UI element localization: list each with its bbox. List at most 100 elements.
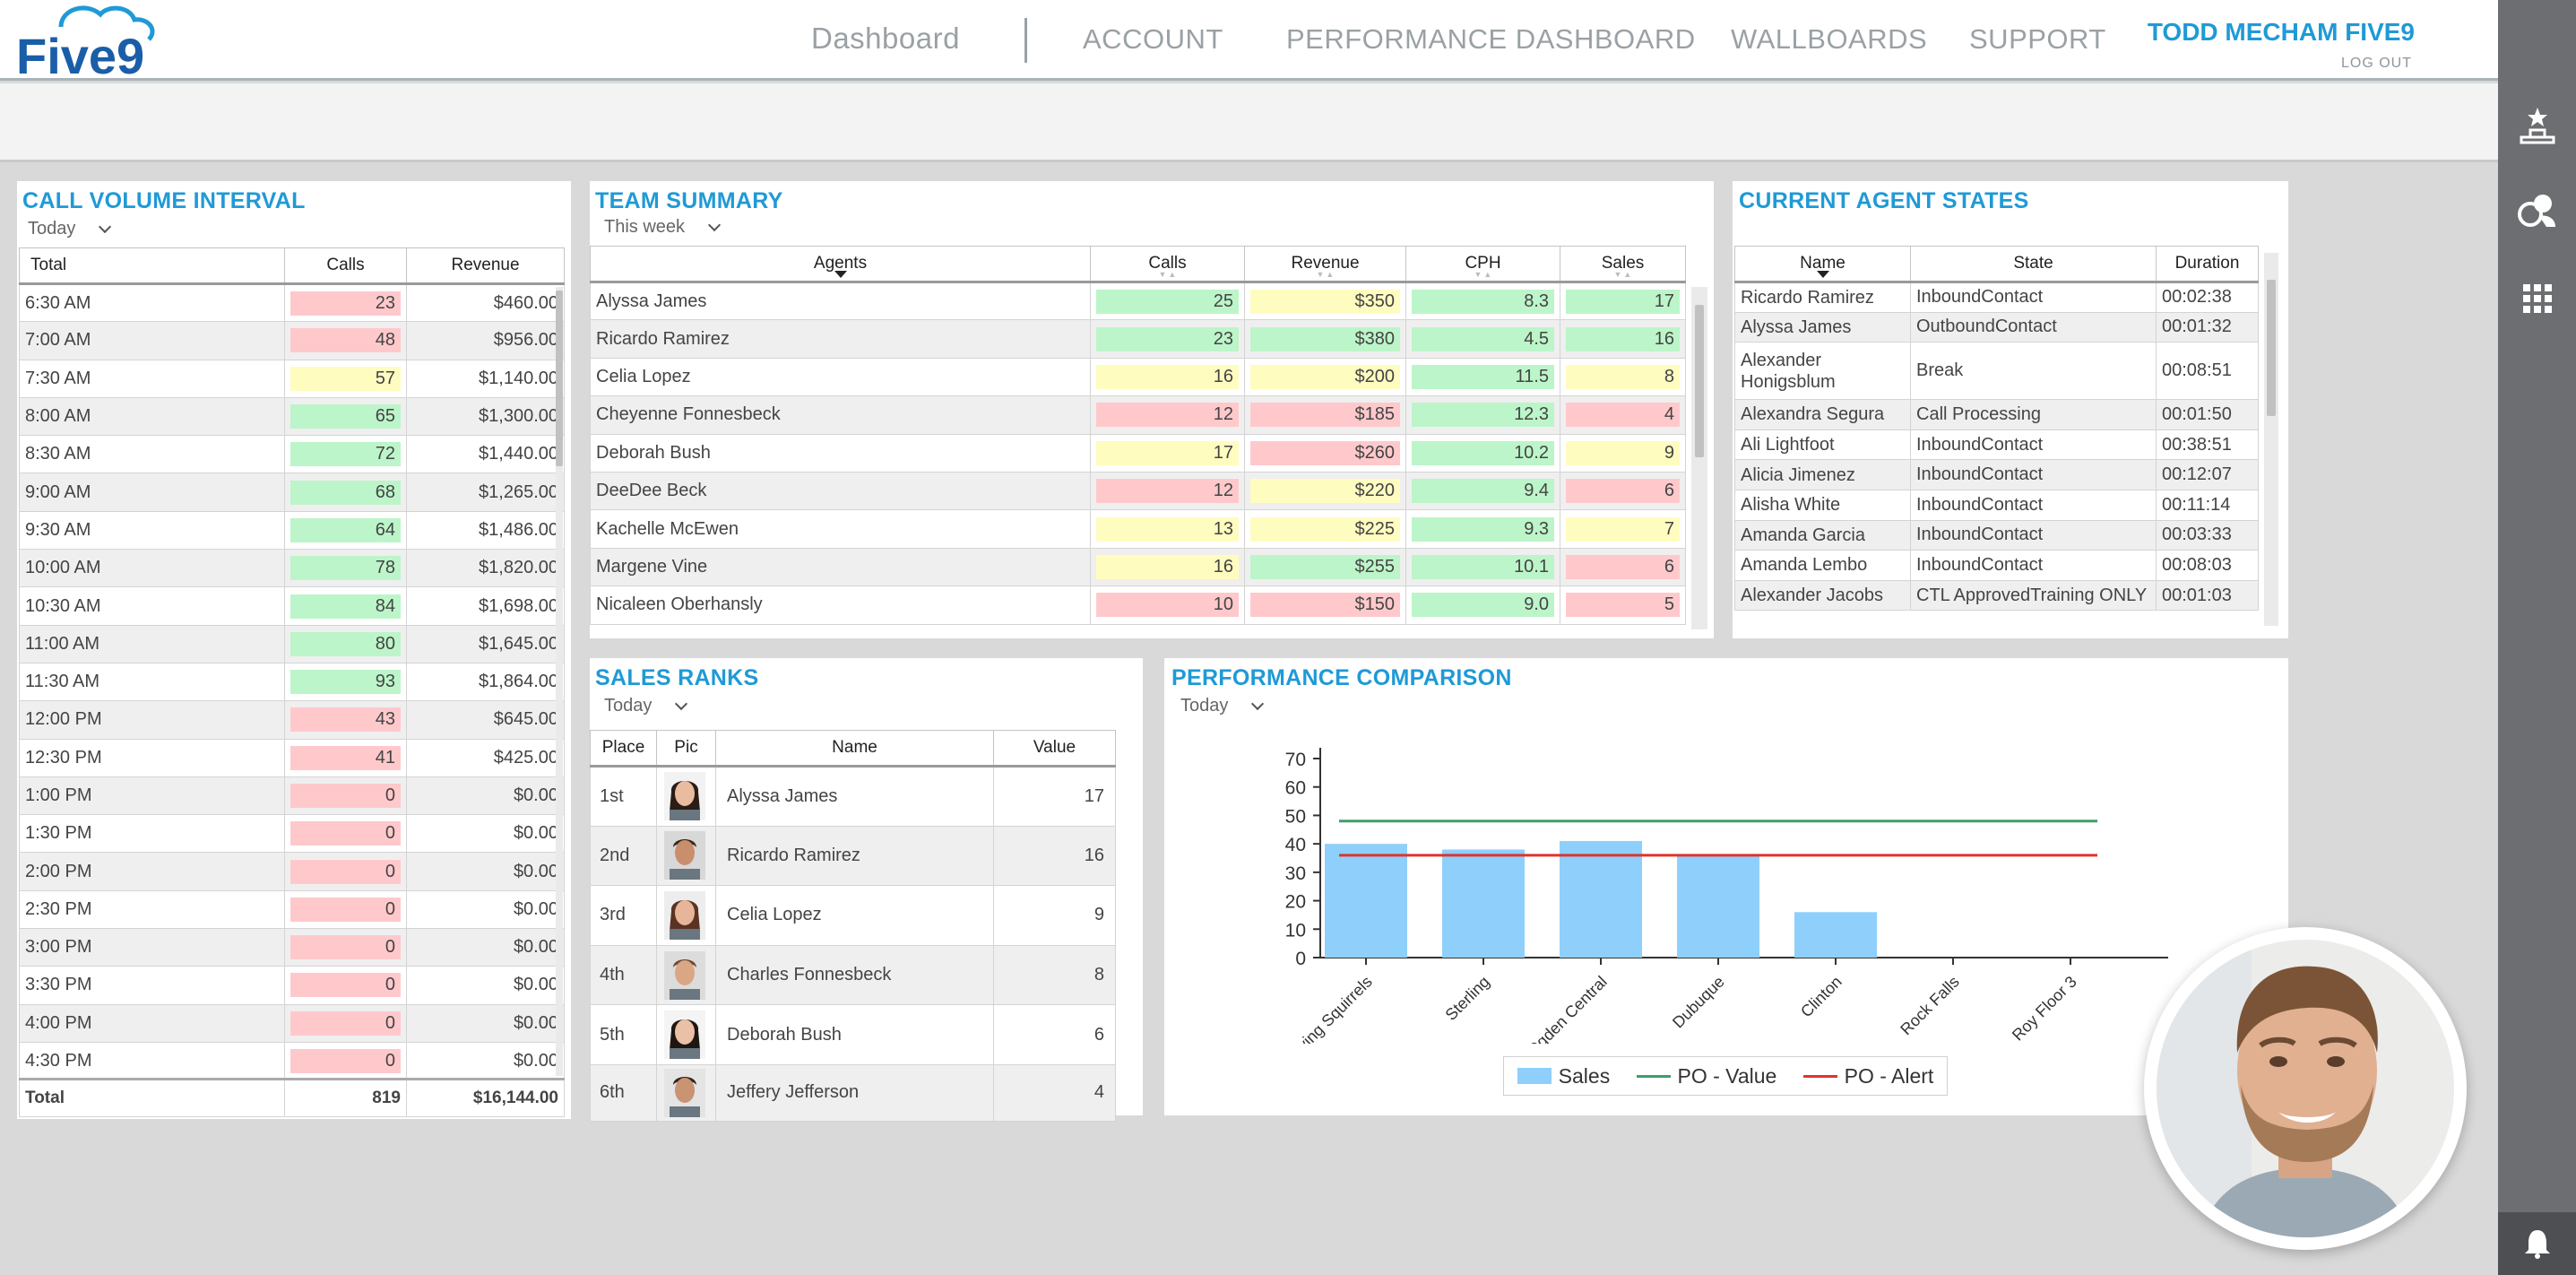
nav-support[interactable]: SUPPORT — [1969, 23, 2106, 55]
col-header-revenue[interactable]: Revenue — [406, 247, 565, 285]
col-header-total[interactable]: Total — [19, 247, 285, 285]
call-volume-table: Total Calls Revenue 6:30 AM 23 $460.00 7:00… — [19, 247, 565, 1081]
table-row[interactable]: 2:00 PM 0 $0.00 — [19, 852, 565, 891]
table-row[interactable]: Margene Vine 16 $255 10.1 6 — [590, 547, 1686, 587]
bell-icon[interactable] — [2498, 1212, 2576, 1275]
table-row[interactable]: 10:00 AM 78 $1,820.00 — [19, 549, 565, 588]
row-sales: 8 — [1560, 357, 1686, 397]
col-header-cph[interactable]: CPH ▼▲ — [1405, 246, 1560, 283]
table-row[interactable]: 1st Alyssa James 17 — [590, 766, 1116, 827]
table-row[interactable]: 5th Deborah Bush 6 — [590, 1004, 1116, 1065]
table-row[interactable]: 10:30 AM 84 $1,698.00 — [19, 586, 565, 626]
col-header-name[interactable]: Name — [715, 730, 994, 768]
table-row[interactable]: Alexander Honigsblum Break 00:08:51 — [1734, 342, 2259, 401]
five9-logo[interactable]: Five9 — [14, 0, 167, 79]
table-row[interactable]: 4:00 PM 0 $0.00 — [19, 1003, 565, 1043]
legend-po-value[interactable]: PO - Value — [1636, 1064, 1776, 1089]
table-row[interactable]: Celia Lopez 16 $200 11.5 8 — [590, 357, 1686, 397]
col-header-calls[interactable]: Calls — [284, 247, 407, 285]
table-row[interactable]: 9:00 AM 68 $1,265.00 — [19, 473, 565, 512]
table-row[interactable]: 6:30 AM 23 $460.00 — [19, 282, 565, 323]
team-summary-scroll-thumb[interactable] — [1695, 305, 1704, 457]
logout-link[interactable]: LOG OUT — [2340, 56, 2412, 71]
table-row[interactable]: 12:30 PM 41 $425.00 — [19, 738, 565, 777]
table-row[interactable]: DeeDee Beck 12 $220 9.4 6 — [590, 471, 1686, 511]
user-name[interactable]: TODD MECHAM FIVE9 — [2147, 18, 2415, 46]
col-header-revenue[interactable]: Revenue ▼▲ — [1244, 246, 1406, 283]
table-row[interactable]: 3rd Celia Lopez 9 — [590, 885, 1116, 946]
legend-po-alert[interactable]: PO - Alert — [1802, 1064, 1933, 1089]
calls-value: 0 — [290, 897, 401, 922]
table-row[interactable]: 7:00 AM 48 $956.00 — [19, 321, 565, 360]
table-row[interactable]: 1:30 PM 0 $0.00 — [19, 814, 565, 854]
table-row[interactable]: Amanda Lembo InboundContact 00:08:03 — [1734, 550, 2259, 581]
table-row[interactable]: 2nd Ricardo Ramirez 16 — [590, 825, 1116, 887]
col-header-pic[interactable]: Pic — [656, 730, 716, 768]
call-volume-scrollbar[interactable] — [556, 287, 563, 1076]
performance-filter[interactable]: Today — [1180, 696, 1265, 716]
table-row[interactable]: Alyssa James 25 $350 8.3 17 — [590, 281, 1686, 321]
table-row[interactable]: 8:00 AM 65 $1,300.00 — [19, 396, 565, 437]
call-volume-filter[interactable]: Today — [28, 219, 112, 239]
team-icon[interactable] — [2498, 175, 2576, 247]
row-name: Deborah Bush — [715, 1004, 994, 1065]
team-summary-filter[interactable]: This week — [604, 217, 722, 238]
row-calls: 72 — [284, 435, 407, 474]
col-header-place[interactable]: Place — [590, 730, 657, 768]
row-revenue: $0.00 — [406, 1003, 565, 1043]
table-row[interactable]: Kachelle McEwen 13 $225 9.3 7 — [590, 509, 1686, 549]
table-row[interactable]: Alyssa James OutboundContact 00:01:32 — [1734, 311, 2259, 343]
agent-states-scroll-thumb[interactable] — [2267, 280, 2276, 416]
table-row[interactable]: Alexander Jacobs CTL ApprovedTraining ONL… — [1734, 579, 2259, 611]
table-row[interactable]: Alisha White InboundContact 00:11:14 — [1734, 489, 2259, 521]
table-row[interactable]: Nicaleen Oberhansly 10 $150 9.0 5 — [590, 585, 1686, 625]
table-row[interactable]: Ricardo Ramirez InboundContact 00:02:38 — [1734, 282, 2259, 313]
legend-sales[interactable]: Sales — [1517, 1064, 1610, 1089]
table-row[interactable]: Alicia Jimenez InboundContact 00:12:07 — [1734, 459, 2259, 490]
table-row[interactable]: Deborah Bush 17 $260 10.2 9 — [590, 433, 1686, 473]
table-row[interactable]: 8:30 AM 72 $1,440.00 — [19, 435, 565, 474]
table-row[interactable]: 3:30 PM 0 $0.00 — [19, 966, 565, 1005]
video-call-bubble[interactable] — [2144, 927, 2467, 1250]
table-row[interactable]: 7:30 AM 57 $1,140.00 — [19, 359, 565, 398]
row-revenue: $1,820.00 — [406, 549, 565, 588]
row-name: Amanda Lembo — [1734, 550, 1911, 581]
table-row[interactable]: 12:00 PM 43 $645.00 — [19, 700, 565, 740]
col-header-state[interactable]: State — [1910, 246, 2157, 283]
col-header-value[interactable]: Value — [993, 730, 1116, 768]
nav-wallboards[interactable]: WALLBOARDS — [1731, 23, 1928, 55]
col-header-calls[interactable]: Calls ▼▲ — [1090, 246, 1245, 283]
table-row[interactable]: 2:30 PM 0 $0.00 — [19, 889, 565, 930]
table-row[interactable]: 4th Charles Fonnesbeck 8 — [590, 944, 1116, 1006]
table-row[interactable]: Cheyenne Fonnesbeck 12 $185 12.3 4 — [590, 395, 1686, 435]
table-row[interactable]: Amanda Garcia InboundContact 00:03:33 — [1734, 519, 2259, 551]
table-row[interactable]: 9:30 AM 64 $1,486.00 — [19, 510, 565, 551]
table-row[interactable]: Ali Lightfoot InboundContact 00:38:51 — [1734, 429, 2259, 461]
table-row[interactable]: 3:00 PM 0 $0.00 — [19, 928, 565, 967]
revenue-value: $200 — [1250, 364, 1400, 389]
table-row[interactable]: 4:30 PM 0 $0.00 — [19, 1041, 565, 1081]
agent-states-scrollbar[interactable] — [2264, 253, 2278, 626]
nav-dashboard[interactable]: Dashboard — [811, 22, 960, 55]
table-row[interactable]: 11:00 AM 80 $1,645.00 — [19, 624, 565, 664]
table-row[interactable]: Ricardo Ramirez 23 $380 4.5 16 — [590, 319, 1686, 359]
call-volume-scroll-thumb[interactable] — [556, 291, 563, 466]
table-row[interactable]: 1:00 PM 0 $0.00 — [19, 776, 565, 816]
col-header-agents[interactable]: Agents — [590, 246, 1091, 283]
total-label: Total — [19, 1078, 285, 1117]
col-header-sales[interactable]: Sales ▼▲ — [1560, 246, 1686, 283]
grid-apps-icon[interactable] — [2498, 263, 2576, 334]
nav-account[interactable]: ACCOUNT — [1083, 23, 1223, 55]
sales-ranks-filter[interactable]: Today — [604, 696, 688, 716]
skill-podium-icon[interactable] — [2498, 90, 2576, 161]
col-header-duration[interactable]: Duration — [2156, 246, 2259, 283]
team-summary-scrollbar[interactable] — [1691, 287, 1707, 629]
row-state: InboundContact — [1910, 489, 2157, 521]
revenue-value: $350 — [1250, 289, 1400, 314]
team-summary-filter-value: This week — [604, 217, 686, 237]
nav-performance-dashboard[interactable]: PERFORMANCE DASHBOARD — [1286, 23, 1696, 55]
table-row[interactable]: 11:30 AM 93 $1,864.00 — [19, 662, 565, 702]
table-row[interactable]: Alexandra Segura Call Processing 00:01:50 — [1734, 399, 2259, 430]
col-header-name[interactable]: Name — [1734, 246, 1911, 283]
table-row[interactable]: 6th Jeffery Jefferson 4 — [590, 1063, 1116, 1122]
